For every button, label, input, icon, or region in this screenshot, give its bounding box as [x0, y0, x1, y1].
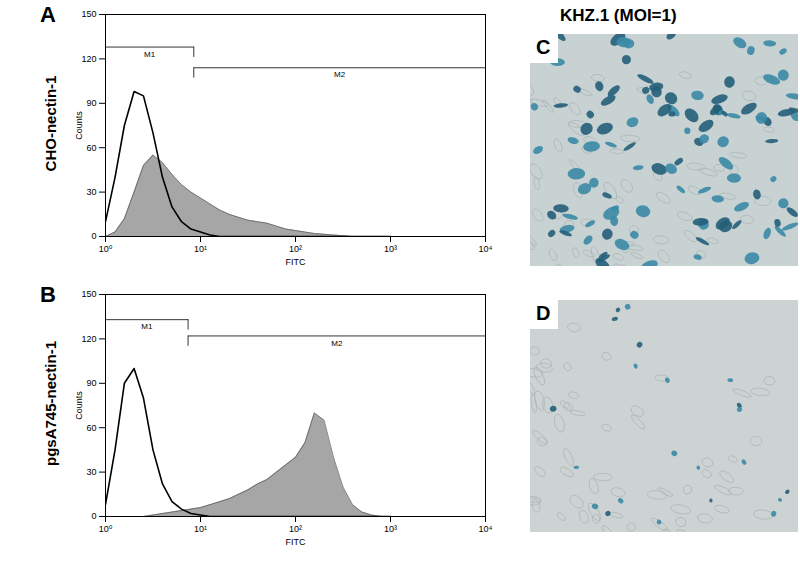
- svg-text:10⁰: 10⁰: [99, 524, 113, 534]
- svg-text:10⁴: 10⁴: [479, 244, 493, 254]
- html-text:D: D: [536, 302, 551, 324]
- svg-text:90: 90: [86, 378, 96, 388]
- svg-text:10¹: 10¹: [194, 524, 207, 534]
- svg-text:10²: 10²: [289, 524, 302, 534]
- svg-text:0: 0: [91, 511, 96, 521]
- html-text:CHO-nectin-1: CHO-nectin-1: [41, 75, 59, 172]
- svg-text:150: 150: [81, 289, 96, 299]
- svg-text:90: 90: [86, 98, 96, 108]
- html-text:C: C: [536, 36, 551, 58]
- svg-text:30: 30: [86, 187, 96, 197]
- html-text:A: A: [40, 2, 56, 27]
- svg-text:10³: 10³: [384, 524, 397, 534]
- svg-text:120: 120: [81, 54, 96, 64]
- svg-text:10⁰: 10⁰: [99, 244, 113, 254]
- svg-text:60: 60: [86, 143, 96, 153]
- svg-text:M2: M2: [331, 339, 343, 348]
- svg-text:60: 60: [86, 423, 96, 433]
- svg-text:10¹: 10¹: [194, 244, 207, 254]
- svg-text:FITC: FITC: [286, 257, 306, 267]
- svg-text:10²: 10²: [289, 244, 302, 254]
- svg-text:150: 150: [81, 9, 96, 19]
- svg-text:Counts: Counts: [74, 391, 84, 420]
- svg-text:Counts: Counts: [74, 111, 84, 140]
- svg-text:0: 0: [91, 231, 96, 241]
- svg-text:10³: 10³: [384, 244, 397, 254]
- html-text:pgsA745-nectin-1: pgsA745-nectin-1: [41, 341, 59, 466]
- svg-text:10⁴: 10⁴: [479, 524, 493, 534]
- html-text:KHZ.1 (MOI=1): KHZ.1 (MOI=1): [560, 6, 677, 25]
- svg-text:FITC: FITC: [286, 537, 306, 547]
- svg-text:120: 120: [81, 334, 96, 344]
- svg-text:M1: M1: [141, 322, 153, 331]
- svg-text:M1: M1: [144, 50, 156, 59]
- svg-text:30: 30: [86, 467, 96, 477]
- svg-text:M2: M2: [334, 70, 346, 79]
- html-text:B: B: [40, 282, 56, 307]
